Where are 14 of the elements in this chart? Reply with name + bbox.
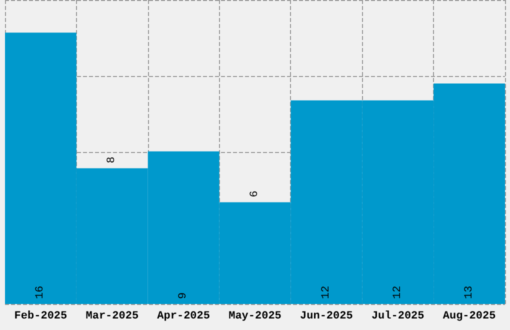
x-tick-label: Mar-2025	[86, 310, 139, 322]
x-tick-label: Aug-2025	[442, 310, 496, 322]
data-label: 6	[249, 190, 261, 198]
data-label: 16	[34, 286, 47, 299]
data-label: 13	[463, 286, 476, 299]
data-label: 9	[178, 292, 190, 299]
data-label: 8	[106, 156, 118, 164]
x-tick-label: Jul-2025	[371, 310, 425, 322]
x-tick-label: Feb-2025	[14, 310, 68, 322]
x-tick-label: Apr-2025	[157, 310, 210, 322]
x-tick-label: Jun-2025	[300, 310, 354, 322]
x-tick-label: May-2025	[228, 310, 282, 322]
data-label: 12	[392, 286, 404, 299]
data-label: 12	[320, 286, 332, 299]
